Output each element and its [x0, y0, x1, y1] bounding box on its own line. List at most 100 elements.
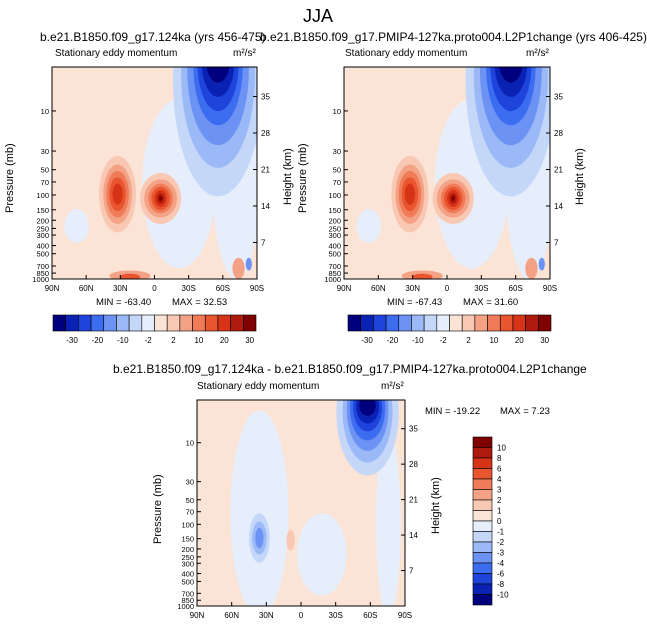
panel-c-xtick-label: 60N: [224, 611, 239, 620]
panel-a-ytick-label: 850: [36, 269, 49, 278]
colorbar-bottom-label: 4: [497, 475, 502, 484]
panel-c-title: b.e21.B1850.f09_g17.124ka - b.e21.B1850.…: [113, 362, 587, 376]
panel-c-ytick-label: 70: [186, 508, 194, 517]
panel-b-ytick-label: 100: [328, 191, 341, 200]
panel-b-ytick-right-label: 14: [554, 202, 563, 211]
colorbar-top-label: -20: [92, 336, 104, 345]
panel-a-field: [51, 66, 258, 280]
panel-c-left-label: Stationary eddy momentum: [197, 381, 320, 392]
panel-b-xtick-label: 60S: [509, 284, 523, 293]
colorbar-top-swatch: [243, 314, 257, 332]
panel-a-ytick-right-label: 35: [261, 93, 270, 102]
panel-b-ytick-label: 50: [333, 166, 341, 175]
colorbar-top-label: 20: [515, 336, 524, 345]
panel-c-ytick-label: 1000: [177, 602, 194, 611]
panel-a-ytick-label: 150: [36, 206, 49, 215]
super-title: JJA: [303, 6, 334, 26]
colorbar-top-swatch: [499, 314, 514, 332]
panel-a-ytick-label: 70: [41, 178, 49, 187]
diff-polar-jet-contour-6: [359, 400, 376, 416]
panel-a-ytick-label: 200: [36, 216, 49, 225]
panel-a-max-text: MAX = 32.53: [172, 297, 228, 308]
colorbar-top-label: -2: [440, 336, 448, 345]
panel-b-xtick-label: 30N: [405, 284, 420, 293]
panel-b-max-text: MAX = 31.60: [463, 297, 519, 308]
sh-surface-positive: [525, 257, 538, 279]
colorbar-top-label: 20: [220, 336, 229, 345]
panel-b-ytick-label: 200: [328, 216, 341, 225]
colorbar-bottom-swatch: [472, 510, 493, 522]
panel-c-ytick-right-label: 7: [409, 567, 414, 576]
panel-c-max-text: MAX = 7.23: [500, 406, 550, 417]
colorbar-top-label: -10: [412, 336, 424, 345]
polar-jet-contour-6: [499, 67, 523, 83]
panel-c-xtick-label: 90N: [190, 611, 205, 620]
colorbar-top-swatch: [116, 314, 130, 332]
colorbar-top-swatch: [487, 314, 501, 332]
panel-b-min-text: MIN = -67.43: [387, 297, 443, 308]
panel-a-xtick-label: 60S: [216, 284, 230, 293]
panel-b-ytick-label: 30: [333, 147, 341, 156]
colorbar-top-swatch: [217, 314, 231, 332]
panel-b-ytick-right-label: 35: [554, 93, 563, 102]
colorbar-top-swatch: [65, 314, 79, 332]
colorbar-bottom-swatch: [472, 468, 493, 480]
panel-a-ytick-label: 10: [41, 107, 49, 116]
panel-b-ylabel: Pressure (mb): [297, 143, 309, 213]
panel-a-left-label: Stationary eddy momentum: [55, 48, 178, 59]
sh-surface-negative: [245, 257, 252, 271]
panel-c-ytick-label: 500: [181, 577, 194, 586]
panel-c-ytick-label: 150: [181, 535, 194, 544]
panel-a-ytick-label: 50: [41, 166, 49, 175]
colorbar-top-swatch: [474, 314, 488, 332]
colorbar-bottom-label: 2: [497, 496, 502, 505]
colorbar-top-swatch: [52, 314, 66, 332]
colorbar-bottom-label: -3: [497, 549, 505, 558]
panel-b-ytick-label: 150: [328, 206, 341, 215]
panel-b-ytick-label: 250: [328, 224, 341, 233]
panel-a-ytick-right-label: 28: [261, 129, 270, 138]
colorbar-top-swatch: [525, 314, 539, 332]
panel-b-ytick-label: 300: [328, 231, 341, 240]
panel-a-ytick-right-label: 21: [261, 166, 270, 175]
colorbar-bottom-swatch: [472, 520, 493, 532]
panel-a-xtick-label: 60N: [79, 284, 94, 293]
panel-c-xtick-label: 30N: [259, 611, 274, 620]
colorbar-top-label: -30: [66, 336, 78, 345]
panel-a-title: b.e21.B1850.f09_g17.124ka (yrs 456-475): [40, 30, 266, 44]
panel-a-ytick-label: 300: [36, 231, 49, 240]
panel-b-ytick-right-label: 28: [554, 129, 563, 138]
nh-subtropical-contour-4: [112, 183, 123, 205]
panel-b-units: m²/s²: [526, 48, 549, 59]
colorbar-top-swatch: [385, 314, 400, 332]
polar-jet-contour-4: [197, 67, 239, 112]
colorbar-top-swatch: [230, 314, 244, 332]
colorbar-top-swatch: [398, 314, 412, 332]
colorbar-top-swatch: [103, 314, 117, 332]
colorbar-bottom-swatch: [472, 573, 493, 585]
panel-b-ytick-label: 500: [328, 250, 341, 259]
panel-c-ylabel-right: Height (km): [430, 477, 442, 534]
field-light-negative-nh: [64, 209, 89, 243]
panel-a-ytick-right-label: 7: [261, 239, 266, 248]
panel-a-ytick-right-label: 14: [261, 202, 270, 211]
colorbar-bottom-swatch: [472, 541, 493, 553]
panel-a-ytick-label: 1000: [32, 275, 49, 284]
colorbar-top-swatch: [78, 314, 92, 332]
panel-c-ytick-label: 200: [181, 545, 194, 554]
colorbar-top-swatch: [204, 314, 219, 332]
sh-surface-positive: [232, 257, 245, 279]
colorbar-bottom-label: -6: [497, 570, 505, 579]
colorbar-bottom-swatch: [472, 531, 493, 543]
colorbar-top-label: -2: [145, 336, 153, 345]
panel-b-ytick-label: 400: [328, 242, 341, 251]
colorbar-top-swatch: [128, 314, 143, 332]
colorbar-bottom-swatch: [472, 447, 493, 459]
panel-a-xtick-label: 90S: [250, 284, 264, 293]
panel-c-units: m²/s²: [381, 381, 404, 392]
colorbar-bottom-swatch: [472, 594, 493, 606]
diff-nh-negative-contour-2: [255, 527, 264, 549]
panel-b-field: [343, 66, 551, 280]
nh-subtropical-contour-4: [404, 183, 416, 205]
diff-small-positive: [286, 529, 295, 551]
